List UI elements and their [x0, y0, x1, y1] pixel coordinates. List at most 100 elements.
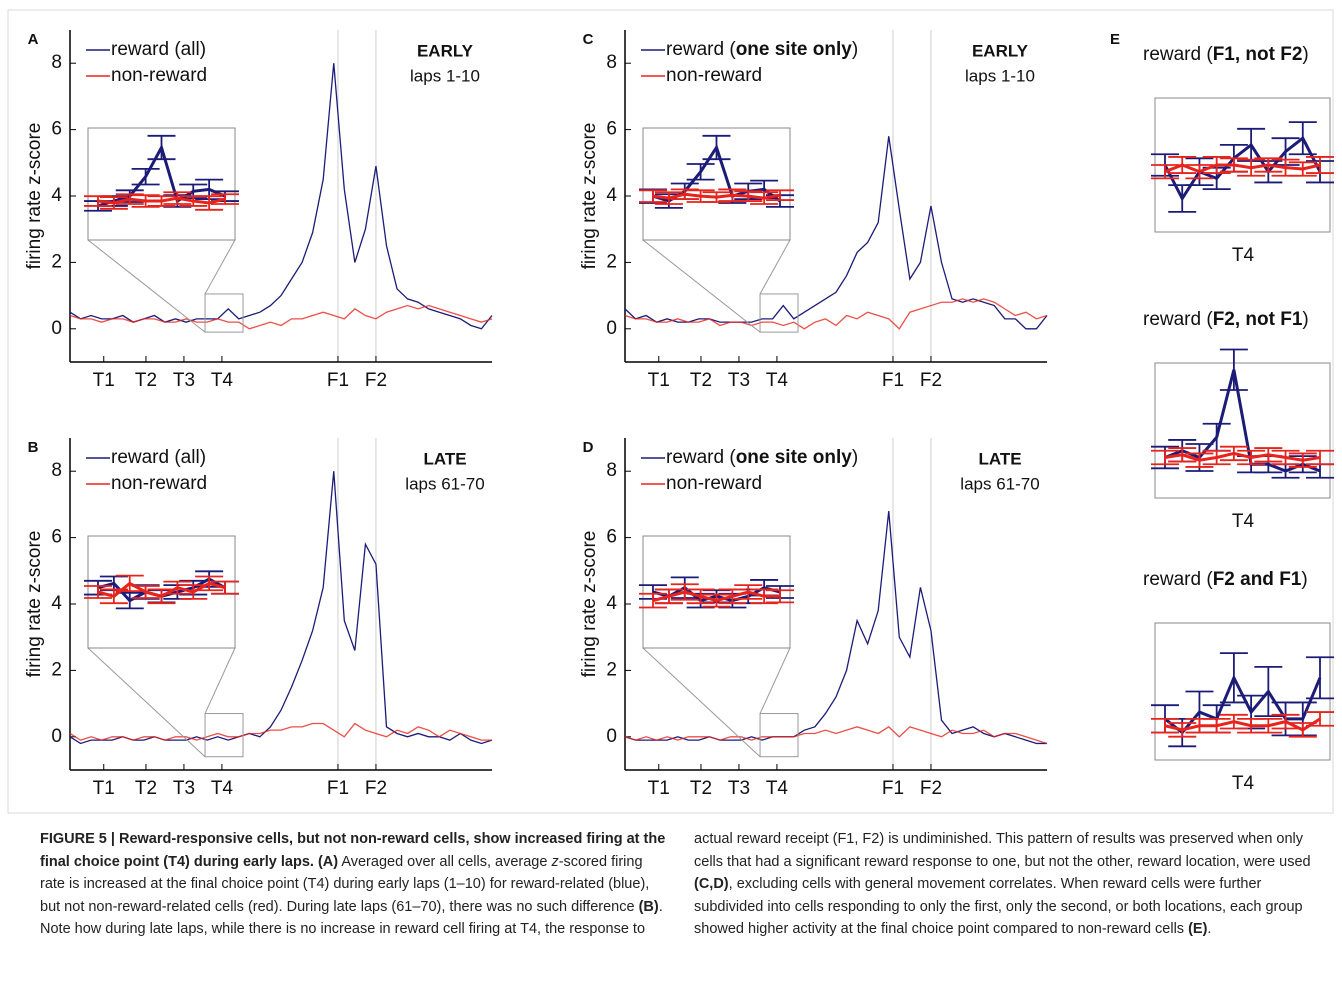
caption-run: (E) — [1188, 921, 1208, 938]
inset-line — [1164, 451, 1321, 462]
x-tick-label: T1 — [648, 370, 670, 391]
y-tick-label: 8 — [51, 52, 62, 73]
error-bar — [115, 193, 144, 205]
y-tick-label: 6 — [51, 527, 62, 548]
error-bar — [147, 588, 176, 605]
error-bar — [702, 134, 731, 161]
error-bar — [147, 195, 176, 207]
annotation: laps 1-10 — [965, 66, 1035, 85]
x-tick-label: F2 — [920, 370, 942, 391]
zoom-connector — [759, 239, 791, 295]
x-tick-label: T3 — [728, 370, 750, 391]
error-bar — [1306, 656, 1334, 700]
zoom-connector — [642, 239, 761, 333]
inset-line — [1164, 163, 1321, 174]
x-tick-label: T1 — [648, 778, 670, 799]
panel-label: A — [28, 31, 39, 48]
error-bar — [1288, 161, 1317, 177]
error-bar — [639, 592, 667, 609]
panel-label: D — [583, 439, 594, 456]
error-bar — [1219, 652, 1248, 704]
error-bar — [1151, 449, 1179, 466]
caption-run: , excluding cells with general movement … — [694, 876, 1303, 938]
error-bar — [1306, 449, 1334, 466]
annotation: EARLY — [417, 41, 474, 60]
error-bar — [1288, 722, 1317, 738]
legend-label: non-reward — [111, 65, 207, 86]
y-tick-label: 2 — [51, 659, 62, 680]
error-bar — [179, 584, 208, 600]
error-bar — [1168, 722, 1197, 738]
legend-label: reward (all) — [111, 39, 206, 60]
error-bar — [670, 583, 699, 601]
zoom-connector — [204, 239, 236, 295]
error-bar — [195, 195, 224, 211]
y-axis-label: firing rate z-score — [24, 531, 45, 678]
y-axis-label: firing rate z-score — [579, 123, 600, 270]
error-bar — [766, 589, 794, 604]
series-line — [624, 726, 1048, 745]
caption-run: (A) — [317, 853, 339, 870]
error-bar — [734, 190, 763, 202]
error-bar — [1219, 157, 1248, 173]
y-axis-label: firing rate z-score — [579, 531, 600, 678]
x-tick-label: T2 — [135, 370, 157, 391]
error-bar — [1237, 158, 1266, 177]
error-bar — [1254, 718, 1283, 734]
error-bar — [1202, 718, 1231, 734]
error-bar — [702, 593, 731, 608]
annotation: LATE — [423, 449, 466, 468]
inset-box — [1154, 362, 1331, 499]
x-tick-label: T2 — [690, 778, 712, 799]
error-bar — [639, 189, 667, 203]
inset-box — [1154, 622, 1331, 761]
error-bar — [84, 585, 112, 599]
caption-run: -scored firing rate is increased at the … — [40, 853, 650, 915]
y-tick-label: 0 — [51, 318, 62, 339]
error-bar — [84, 195, 112, 207]
series-line — [624, 298, 1048, 330]
y-tick-label: 8 — [606, 52, 617, 73]
caption-run: FIGURE 5 | Reward-responsive cells, but … — [40, 831, 666, 870]
annotation: LATE — [978, 449, 1021, 468]
inset-line — [1164, 717, 1321, 732]
y-tick-label: 2 — [51, 251, 62, 272]
error-bar — [163, 191, 192, 205]
error-bar — [147, 134, 176, 161]
annotation: EARLY — [972, 41, 1029, 60]
x-tick-label: F2 — [365, 370, 387, 391]
error-bar — [686, 588, 715, 605]
error-bar — [1306, 711, 1334, 727]
y-tick-label: 4 — [51, 593, 62, 614]
x-axis-label: T4 — [1232, 245, 1255, 266]
error-bar — [750, 191, 779, 205]
x-tick-label: F1 — [882, 370, 904, 391]
caption-right: actual reward receipt (F1, F2) is undimi… — [694, 828, 1334, 941]
legend-label: reward (all) — [111, 447, 206, 468]
x-tick-label: T4 — [211, 370, 234, 391]
y-tick-label: 6 — [606, 119, 617, 140]
error-bar — [99, 196, 128, 210]
error-bar — [734, 584, 763, 600]
series-line — [624, 510, 1047, 745]
caption-run: . — [1207, 921, 1212, 938]
error-bar — [1168, 156, 1197, 174]
error-bar — [211, 580, 239, 595]
zoom-region — [759, 293, 799, 333]
y-tick-label: 0 — [606, 726, 617, 747]
error-bar — [1288, 121, 1317, 156]
panel-label: B — [28, 439, 39, 456]
series-line — [69, 304, 493, 330]
zoom-connector — [642, 647, 761, 758]
figure-frame — [7, 9, 1334, 814]
series-line — [69, 471, 493, 745]
error-bar — [686, 163, 715, 181]
error-bar — [1288, 452, 1317, 468]
caption-run: actual reward receipt (F1, F2) is undimi… — [694, 831, 1311, 870]
error-bar — [211, 193, 239, 205]
x-tick-label: F1 — [327, 370, 349, 391]
legend-label: reward (one site only) — [666, 447, 858, 468]
caption-run: (B) — [638, 898, 659, 915]
